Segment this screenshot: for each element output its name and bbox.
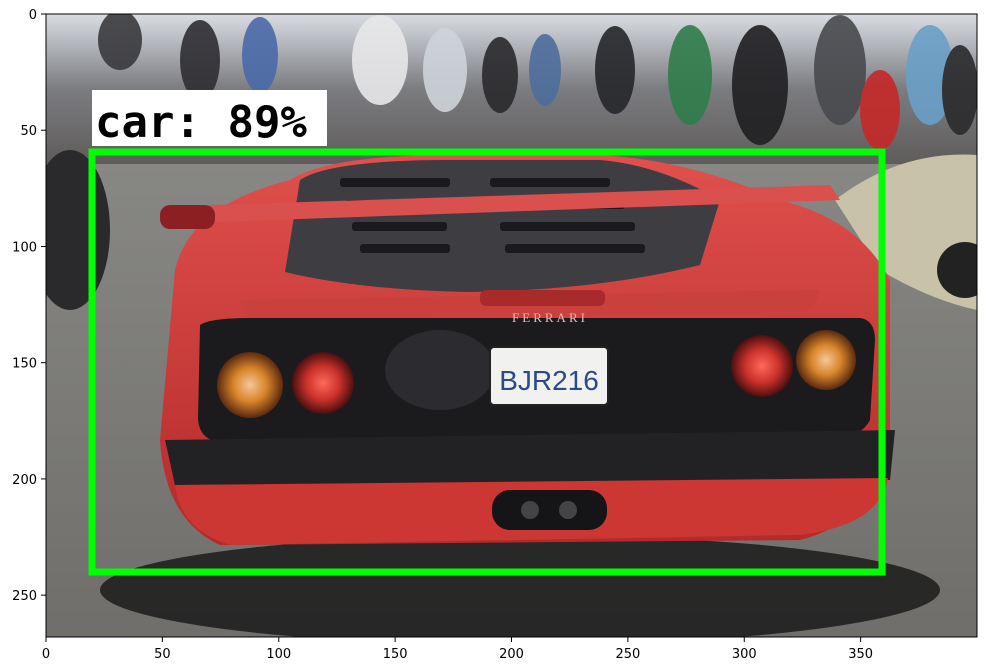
crowd-people — [98, 14, 977, 150]
y-tick-label: 200 — [12, 473, 37, 488]
engine-detail — [385, 330, 495, 410]
side-mirror — [160, 205, 215, 229]
ferrari-badge: FERRARI — [512, 310, 588, 325]
bumper-strip — [165, 430, 895, 485]
left-car-edge — [46, 150, 110, 310]
tail-lamp-outer-right — [796, 330, 856, 390]
detection-label-bg — [92, 90, 327, 146]
rear-wing — [210, 185, 840, 222]
license-plate: BJR216 — [489, 346, 609, 406]
x-tick-label: 300 — [732, 647, 757, 662]
photo: BJR216 FERRARI car: 89% — [46, 14, 977, 637]
x-tick-label: 200 — [499, 647, 524, 662]
tail-lamp-inner-right — [731, 335, 793, 397]
y-tick-label: 50 — [20, 124, 37, 139]
right-car-wheel — [937, 242, 977, 298]
exhaust-housing — [492, 490, 607, 530]
tail-lamp-outer-left — [217, 352, 283, 418]
y-tick-label: 250 — [12, 589, 37, 604]
red-sports-car: BJR216 FERRARI — [160, 155, 895, 545]
x-tick-label: 0 — [42, 647, 50, 662]
x-axis: 0 50 100 150 200 250 300 350 — [42, 637, 873, 662]
x-tick-label: 50 — [154, 647, 171, 662]
x-tick-label: 350 — [848, 647, 873, 662]
x-tick-label: 150 — [383, 647, 408, 662]
y-tick-label: 0 — [29, 8, 37, 23]
tail-lamp-inner-left — [292, 352, 354, 414]
car-shadow — [100, 535, 940, 637]
y-axis: 0 50 100 150 200 250 — [12, 8, 46, 604]
license-plate-text: BJR216 — [499, 365, 599, 396]
detection-box — [88, 148, 886, 576]
x-tick-label: 250 — [615, 647, 640, 662]
detection-label: car: 89% — [95, 97, 307, 148]
y-tick-label: 150 — [12, 357, 37, 372]
center-bump — [480, 290, 605, 306]
x-tick-label: 100 — [266, 647, 291, 662]
y-tick-label: 100 — [12, 240, 37, 255]
